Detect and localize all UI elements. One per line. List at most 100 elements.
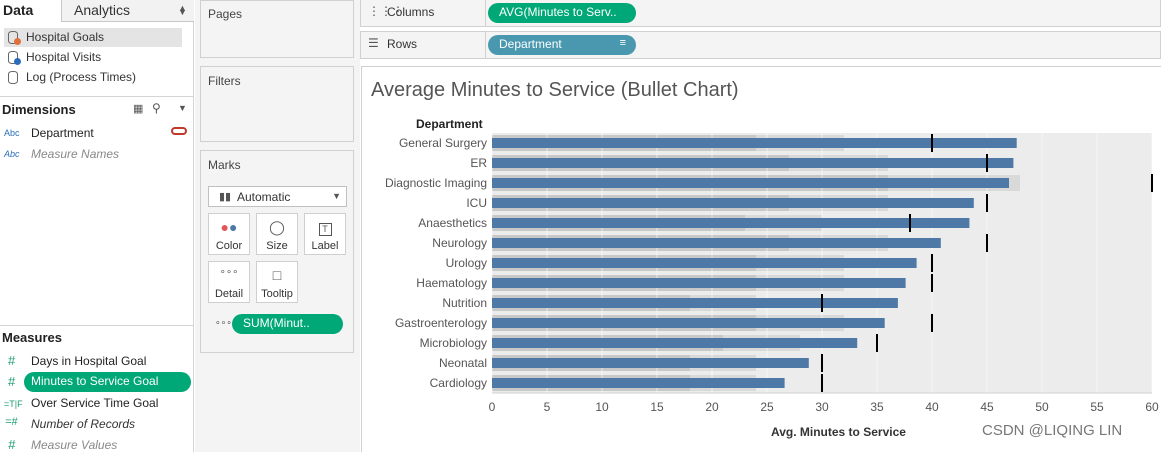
field-department[interactable]: Abc Department [4,124,94,143]
category-label: General Surgery [398,136,487,150]
field-minutes-to-service-goal[interactable]: Minutes to Service Goal [24,372,191,392]
data-pane: Data Analytics ▲ ▼ Hospital Goals Hospita… [0,0,194,452]
bar-chart-icon: ▮▮ [219,191,232,203]
mark-type-dropdown[interactable]: ▮▮ Automatic ▼ [208,186,347,207]
color-label: Color [215,240,243,252]
color-button[interactable]: ●● Color [208,213,250,255]
marks-card: Marks ▮▮ Automatic ▼ ●● Color ◯ Size T L… [200,150,354,353]
category-label: Anaesthetics [418,216,487,230]
sum-minutes-pill[interactable]: SUM(Minut.. [232,314,343,334]
x-tick-label: 30 [815,400,829,414]
pages-title: Pages [208,7,243,21]
x-axis-title: Avg. Minutes to Service [771,425,906,439]
x-axis: 0 5 10 15 20 25 30 35 40 45 50 55 60 [489,392,1159,414]
detail-label: Detail [214,288,244,300]
watermark: CSDN @LIQING LIN [982,422,1123,439]
boolean-type-icon: =T|F [4,399,23,409]
columns-label: Columns [387,5,435,19]
field-measure-names[interactable]: Abc Measure Names [4,145,119,164]
category-label: Gastroenterology [394,316,487,330]
database-icon [8,71,18,84]
category-label: ER [470,156,487,170]
field-label: Number of Records [31,417,136,431]
search-icon[interactable]: ⚲ [152,101,161,115]
measures-title: Measures [2,330,62,345]
divider [485,0,486,26]
x-tick-label: 50 [1035,400,1049,414]
chart-title: Average Minutes to Service (Bullet Chart… [371,79,739,101]
mark-type-label: Automatic [237,190,291,204]
bars [492,138,1017,388]
field-days-in-hospital-goal[interactable]: # Days in Hospital Goal [4,352,146,371]
x-tick-label: 10 [595,400,609,414]
divider [0,96,194,97]
label-button[interactable]: T Label [304,213,346,255]
x-tick-label: 5 [544,400,551,414]
tooltip-button[interactable]: □ Tooltip [256,261,298,303]
number-type-icon: # [8,437,16,452]
pill-label: SUM(Minut.. [243,316,310,330]
row-header: Department [416,117,483,131]
sort-descending-icon[interactable]: ≡ [619,37,626,49]
field-label: Measure Values [31,438,118,452]
link-icon[interactable] [171,127,187,135]
x-tick-label: 15 [650,400,664,414]
divider [0,325,194,326]
database-icon [8,51,18,64]
dimensions-title: Dimensions [2,102,76,117]
pages-card[interactable]: Pages [200,0,354,58]
rows-icon: ☰ [368,36,379,50]
rows-pill[interactable]: Department ≡ [488,35,636,55]
category-label: Cardiology [429,376,487,390]
tab-analytics[interactable]: Analytics [74,2,131,18]
pill-label: AVG(Minutes to Serv.. [499,5,617,19]
datasource-hospital-visits[interactable]: Hospital Visits [4,48,182,67]
bar [492,138,1017,148]
field-label: Department [31,126,94,140]
pill-label: Department [499,37,562,51]
tab-data[interactable]: Data [0,0,62,22]
pane-tab-bar: Data Analytics ▲ ▼ [0,0,194,22]
x-tick-label: 20 [705,400,719,414]
detail-button[interactable]: ∘∘∘ Detail [208,261,250,303]
number-type-icon: # [8,374,16,389]
filters-card[interactable]: Filters [200,66,354,142]
columns-shelf[interactable]: ⋮⋮⋮ Columns AVG(Minutes to Serv.. [360,0,1161,27]
field-number-of-records[interactable]: =# Number of Records [4,415,135,434]
category-label: ICU [466,196,487,210]
detail-icon: ∘∘∘ [215,317,232,327]
datasource-label: Log (Process Times) [26,70,137,84]
bar [492,278,906,288]
chevron-down-icon[interactable]: ▼ [178,103,187,113]
field-over-service-time-goal[interactable]: =T|F Over Service Time Goal [4,394,158,413]
color-icon: ●● [220,219,238,235]
category-label: Microbiology [419,336,487,350]
bar [492,358,809,368]
x-tick-label: 0 [489,400,496,414]
label-label: Label [311,240,339,252]
category-label: Haematology [416,276,487,290]
x-tick-label: 55 [1090,400,1104,414]
calc-number-type-icon: =# [5,416,18,428]
string-type-icon: Abc [4,149,20,159]
tooltip-label: Tooltip [261,288,293,300]
columns-pill[interactable]: AVG(Minutes to Serv.. [488,3,636,23]
rows-shelf[interactable]: ☰ Rows Department ≡ [360,31,1161,59]
tab-menu-icon[interactable]: ▲ ▼ [178,3,187,17]
list-view-icon[interactable]: ▦ [133,103,144,115]
datasource-hospital-goals[interactable]: Hospital Goals [4,28,182,47]
datasource-label: Hospital Visits [26,50,102,64]
field-measure-values[interactable]: # Measure Values [4,436,117,452]
x-tick-label: 25 [760,400,774,414]
category-label: Neonatal [438,356,487,370]
database-icon [8,31,18,44]
category-label: Neurology [432,236,487,250]
field-label: Over Service Time Goal [31,396,159,410]
category-label: Diagnostic Imaging [384,176,487,190]
datasource-log-process-times[interactable]: Log (Process Times) [4,68,182,87]
bar [492,218,970,228]
string-type-icon: Abc [4,128,20,138]
tooltip-icon: □ [272,267,282,283]
bar [492,338,858,348]
size-button[interactable]: ◯ Size [256,213,298,255]
